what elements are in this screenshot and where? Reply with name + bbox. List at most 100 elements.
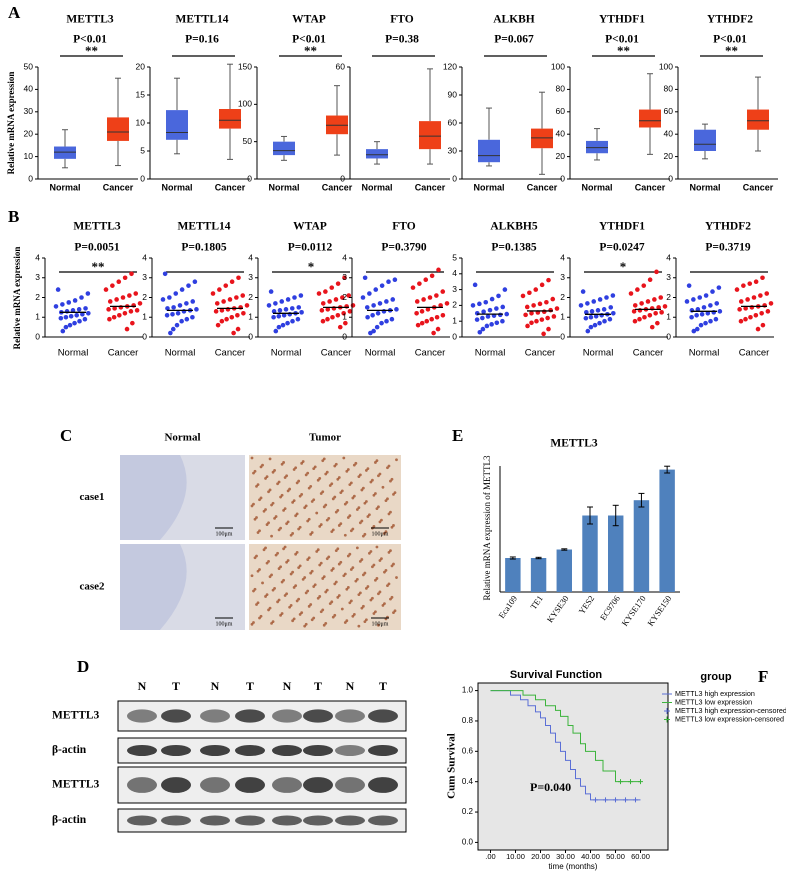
y-tick-label: 0: [140, 173, 145, 183]
y-tick-label: 0.8: [462, 716, 474, 725]
stained-nucleus: [389, 479, 392, 483]
data-point: [325, 307, 331, 312]
x-tick-label: .00: [485, 852, 495, 861]
band: [335, 815, 365, 826]
lane-label: N: [138, 679, 147, 693]
data-point: [116, 279, 122, 285]
data-point: [743, 316, 748, 322]
significance: **: [92, 259, 105, 274]
data-point: [235, 326, 241, 332]
data-point: [122, 275, 128, 281]
y-tick-label: 20: [664, 151, 674, 161]
data-point: [425, 307, 431, 312]
data-point: [362, 275, 368, 281]
y-tick-label: 50: [243, 136, 253, 146]
stained-nucleus: [264, 477, 267, 480]
y-tick-label: 2: [342, 292, 347, 302]
x-tick-label: Normal: [689, 348, 720, 359]
data-point: [128, 309, 134, 314]
data-point: [168, 330, 173, 336]
stained-nucleus: [319, 492, 323, 495]
chart-title: METTL3: [73, 221, 121, 233]
x-tick-label: Normal: [365, 348, 396, 359]
data-point: [224, 316, 229, 322]
stained-nucleus: [346, 554, 350, 558]
data-point: [424, 318, 430, 324]
y-tick-label: 0: [560, 331, 565, 341]
stained-nucleus: [274, 553, 278, 557]
stained-nucleus: [268, 575, 272, 579]
data-point: [699, 311, 705, 317]
y-axis-label: Cum Survival: [446, 733, 458, 799]
data-point: [281, 312, 287, 318]
data-point: [703, 320, 708, 326]
x-tick-label: Cancer: [743, 182, 774, 192]
data-point: [580, 289, 586, 294]
data-point: [485, 314, 491, 319]
data-point: [550, 296, 556, 302]
data-point: [654, 269, 659, 275]
data-point: [494, 320, 500, 326]
x-tick-label: Cancer: [108, 348, 139, 359]
data-point: [604, 295, 609, 300]
panel-label: D: [77, 657, 89, 676]
data-point: [500, 304, 506, 310]
data-point: [525, 323, 530, 329]
stained-nucleus: [343, 502, 347, 506]
data-point: [533, 287, 539, 292]
data-point: [76, 307, 82, 312]
data-point: [375, 311, 381, 316]
data-point: [184, 301, 189, 306]
y-tick-label: 100: [551, 61, 565, 71]
stained-nucleus: [351, 496, 355, 500]
stained-nucleus: [267, 608, 270, 612]
stained-nucleus: [361, 534, 365, 538]
data-point: [753, 279, 759, 285]
stained-nucleus: [386, 466, 389, 470]
y-tick-label: 90: [448, 89, 458, 99]
y-axis-label: Relative mRNA expression: [6, 72, 16, 175]
bar: [530, 558, 547, 592]
y-tick-label: 0: [248, 331, 253, 341]
stained-nucleus: [280, 462, 284, 466]
data-point: [295, 316, 301, 322]
stained-nucleus: [352, 463, 356, 467]
data-point: [325, 316, 330, 322]
stained-nucleus: [324, 472, 328, 476]
data-point: [112, 306, 117, 311]
data-point: [72, 298, 78, 303]
stained-nucleus: [354, 579, 358, 583]
y-tick-label: 1: [248, 312, 253, 322]
stained-nucleus: [384, 499, 388, 503]
data-point: [285, 297, 291, 302]
stained-nucleus: [364, 469, 368, 472]
stained-nucleus: [372, 493, 376, 497]
data-point: [684, 299, 690, 304]
y-tick-label: 80: [556, 84, 566, 94]
data-point: [364, 305, 370, 310]
stained-nucleus: [377, 592, 380, 596]
data-point: [285, 320, 290, 326]
stained-nucleus: [279, 613, 282, 617]
row-label: case2: [79, 581, 105, 593]
data-point: [66, 300, 72, 305]
stained-nucleus: [325, 518, 329, 522]
band: [368, 709, 398, 723]
plot-area: [477, 682, 669, 851]
data-point: [760, 275, 765, 281]
data-point: [429, 273, 435, 279]
data-point: [578, 303, 584, 308]
data-point: [765, 309, 771, 314]
data-point: [190, 299, 196, 304]
data-point: [691, 297, 696, 302]
censor-mark: [633, 797, 638, 803]
censor-mark: [618, 779, 623, 785]
band: [303, 745, 333, 756]
y-tick-label: 0.2: [462, 807, 474, 816]
band: [368, 777, 398, 793]
stained-nucleus: [355, 508, 359, 511]
y-tick-label: 1.0: [462, 686, 474, 695]
y-tick-label: 30: [448, 145, 458, 155]
lane-label: T: [246, 679, 254, 693]
data-point: [214, 301, 220, 306]
